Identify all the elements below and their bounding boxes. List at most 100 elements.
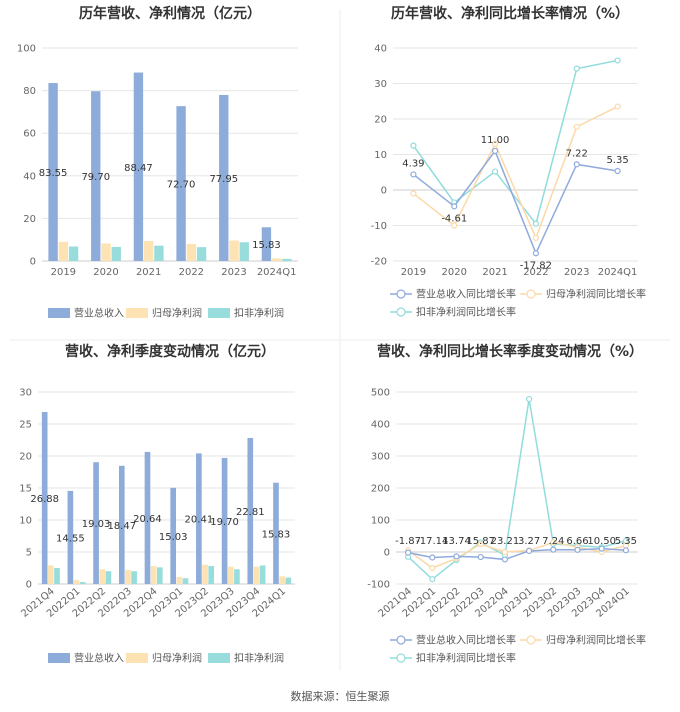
series-line-2 bbox=[412, 59, 618, 226]
data-label: 19.03 bbox=[82, 519, 111, 530]
data-label: 7.22 bbox=[566, 148, 588, 159]
bar-parent-net-profit bbox=[186, 243, 197, 261]
y-tick-label: 20 bbox=[19, 452, 32, 463]
annual-bar-chart: 历年营收、净利情况（亿元） 0 20 40 60 80 100 2019 2020 2021 202… bbox=[17, 5, 298, 320]
x-tick-label: 2020 bbox=[442, 267, 467, 278]
y-tick-label: 0 bbox=[381, 186, 387, 197]
data-label: 15.87 bbox=[466, 536, 495, 547]
y-tick-label: 0 bbox=[30, 257, 36, 268]
legend-swatch bbox=[48, 308, 70, 318]
bar-revenue bbox=[93, 462, 99, 584]
series-point bbox=[573, 65, 580, 72]
bar-revenue bbox=[133, 72, 144, 261]
series-point bbox=[477, 540, 484, 548]
series-point bbox=[550, 546, 557, 553]
series-point bbox=[532, 220, 540, 227]
legend-label: 扣非净利润 bbox=[234, 652, 284, 665]
y-tick-label: 40 bbox=[23, 171, 36, 182]
y-tick-label: 30 bbox=[374, 79, 387, 90]
series-point bbox=[574, 546, 581, 553]
chart-title: 营收、净利季度变动情况（亿元） bbox=[65, 343, 275, 360]
legend-item: 扣非净利润同比增长率 bbox=[390, 652, 516, 665]
legend-swatch bbox=[126, 653, 148, 663]
bar-revenue bbox=[48, 83, 58, 261]
chart-title: 营收、净利同比增长率季度变动情况（%） bbox=[377, 343, 643, 360]
bar-deducted-net-profit bbox=[156, 567, 163, 584]
legend-label: 扣非净利润同比增长率 bbox=[416, 652, 516, 665]
y-tick-label: 80 bbox=[23, 86, 36, 97]
bar-deducted-net-profit bbox=[239, 242, 249, 261]
legend-item: 营业总收入 bbox=[48, 652, 124, 665]
bar-deducted-net-profit bbox=[282, 258, 292, 261]
legend-swatch bbox=[48, 653, 70, 663]
data-label: 26.88 bbox=[30, 494, 59, 505]
series-point bbox=[598, 545, 605, 552]
y-tick-label: 5 bbox=[26, 548, 32, 559]
y-tick-label: 0 bbox=[26, 580, 32, 591]
legend-marker bbox=[526, 635, 536, 645]
legend-marker bbox=[396, 289, 406, 299]
bar-revenue bbox=[176, 106, 186, 261]
series-point bbox=[614, 167, 621, 175]
bar-parent-net-profit bbox=[48, 565, 54, 584]
x-tick-label: 2022 bbox=[523, 267, 548, 278]
y-tick-label: 25 bbox=[19, 420, 32, 431]
bar-deducted-net-profit bbox=[54, 568, 60, 584]
series-line-2 bbox=[407, 398, 627, 581]
y-tick-label: 15 bbox=[19, 484, 32, 495]
x-tick-label: 2019 bbox=[51, 267, 76, 278]
series-point bbox=[525, 395, 533, 403]
bar-revenue bbox=[41, 411, 48, 584]
quarterly-bar-chart: 营收、净利季度变动情况（亿元）0510152025302021Q42022Q12… bbox=[19, 343, 295, 665]
data-label: 79.70 bbox=[81, 172, 110, 183]
data-label: 14.55 bbox=[56, 533, 85, 544]
bar-deducted-net-profit bbox=[111, 246, 121, 261]
data-label: 11.00 bbox=[481, 135, 510, 146]
series-point bbox=[451, 203, 458, 210]
series-point bbox=[550, 539, 557, 546]
bar-deducted-net-profit bbox=[68, 246, 79, 261]
y-tick-label: 0 bbox=[384, 548, 390, 559]
x-tick-label: 2024Q1 bbox=[598, 267, 638, 278]
y-tick-label: 10 bbox=[374, 150, 387, 161]
data-label: 10.50 bbox=[587, 536, 616, 547]
y-tick-label: 60 bbox=[23, 129, 36, 140]
series-point bbox=[429, 564, 436, 572]
data-source: 数据来源：恒生聚源 bbox=[291, 689, 390, 703]
bar-revenue bbox=[219, 94, 229, 262]
x-tick-label: 2022 bbox=[179, 267, 204, 278]
legend-marker bbox=[526, 289, 536, 299]
legend-label: 扣非净利润 bbox=[234, 307, 284, 320]
bar-parent-net-profit bbox=[73, 580, 80, 584]
series-line-0 bbox=[412, 149, 618, 256]
bar-deducted-net-profit bbox=[259, 565, 266, 584]
data-label: -4.61 bbox=[441, 213, 467, 224]
legend-label: 归母净利润 bbox=[152, 307, 202, 320]
series-point bbox=[429, 554, 436, 561]
data-label: 3.27 bbox=[518, 536, 540, 547]
bar-revenue bbox=[196, 453, 202, 584]
bar-revenue bbox=[144, 451, 151, 584]
x-tick-label: 2020 bbox=[93, 267, 118, 278]
legend-item: 营业总收入 bbox=[48, 307, 124, 320]
series-point bbox=[491, 140, 499, 147]
series-line-1 bbox=[412, 105, 618, 240]
series-point bbox=[491, 147, 499, 155]
bar-deducted-net-profit bbox=[154, 245, 164, 261]
series-point bbox=[501, 548, 508, 556]
data-label: 4.39 bbox=[402, 158, 424, 169]
y-tick-label: -20 bbox=[371, 257, 387, 268]
y-tick-label: 400 bbox=[371, 420, 390, 431]
y-tick-label: 20 bbox=[23, 214, 36, 225]
data-label: 20.41 bbox=[185, 515, 214, 526]
x-tick-label: 2023 bbox=[564, 267, 589, 278]
legend-swatch bbox=[208, 308, 230, 318]
series-point bbox=[491, 168, 499, 175]
bar-parent-net-profit bbox=[176, 576, 183, 584]
bar-parent-net-profit bbox=[99, 569, 106, 584]
legend-label: 归母净利润 bbox=[152, 652, 202, 665]
legend-item: 扣非净利润 bbox=[208, 652, 284, 665]
legend-label: 营业总收入 bbox=[74, 307, 124, 320]
bar-parent-net-profit bbox=[227, 566, 234, 584]
